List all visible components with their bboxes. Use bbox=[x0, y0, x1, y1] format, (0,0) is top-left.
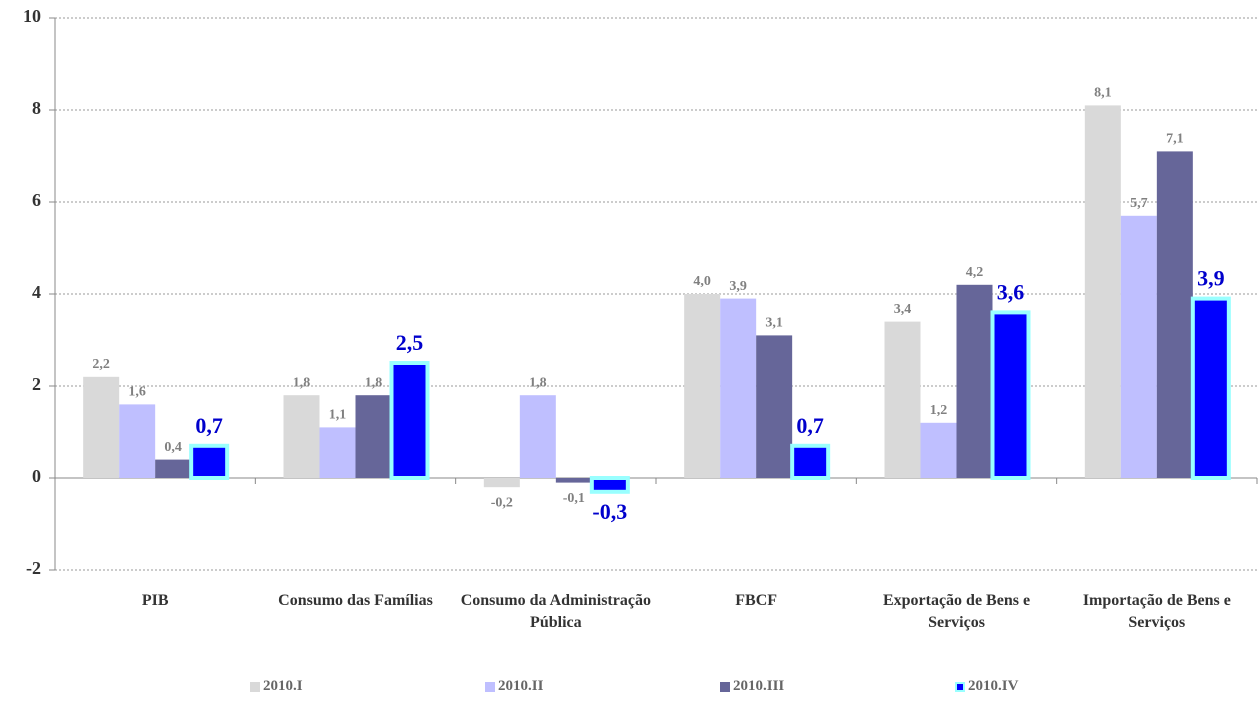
value-label: 8,1 bbox=[1094, 86, 1112, 101]
value-label: 2,2 bbox=[92, 357, 110, 372]
bar bbox=[283, 395, 320, 478]
x-tick-label: Consumo das Famílias bbox=[278, 592, 433, 609]
value-label: 3,9 bbox=[729, 279, 747, 294]
x-tick-label: Exportação de Bens e Serviços bbox=[882, 592, 1031, 631]
bar bbox=[589, 476, 630, 494]
y-tick-label: 10 bbox=[23, 6, 41, 26]
bar bbox=[189, 443, 230, 480]
x-tick-label: PIB bbox=[141, 592, 169, 609]
value-label: 4,2 bbox=[966, 265, 984, 280]
bar bbox=[720, 298, 757, 478]
x-tick-label: FBCF bbox=[735, 592, 778, 609]
value-label: 1,1 bbox=[329, 408, 347, 423]
legend-swatch bbox=[720, 681, 730, 692]
value-label: 1,8 bbox=[365, 375, 383, 390]
x-tick-label: Importação de Bens e Serviços bbox=[1082, 592, 1231, 631]
y-tick-label: 6 bbox=[32, 190, 41, 210]
bar bbox=[920, 422, 957, 478]
y-tick-label: 4 bbox=[32, 282, 41, 302]
bar bbox=[956, 284, 993, 478]
bar bbox=[555, 478, 592, 483]
legend-swatch bbox=[485, 681, 495, 692]
legend-label: 2010.III bbox=[733, 678, 785, 694]
value-label: 0,7 bbox=[796, 413, 824, 438]
value-label: 1,2 bbox=[930, 403, 948, 418]
bar bbox=[483, 478, 520, 488]
bar bbox=[1156, 151, 1193, 478]
legend-label: 2010.II bbox=[498, 678, 544, 694]
value-label: -0,3 bbox=[592, 499, 627, 524]
value-label: 3,4 bbox=[894, 302, 912, 317]
legend-label: 2010.I bbox=[263, 678, 303, 694]
value-label: 5,7 bbox=[1130, 196, 1148, 211]
value-label: -0,2 bbox=[491, 495, 513, 510]
value-label: 2,5 bbox=[396, 330, 424, 355]
bar bbox=[1190, 296, 1231, 480]
value-label: 0,7 bbox=[195, 413, 223, 438]
value-label: -0,1 bbox=[563, 491, 585, 506]
value-label: 1,8 bbox=[293, 375, 311, 390]
bar bbox=[990, 310, 1031, 480]
bar bbox=[1084, 105, 1121, 479]
legend-item: 2010.III bbox=[720, 678, 784, 695]
legend-item: 2010.IV bbox=[955, 678, 1018, 695]
legend-item: 2010.II bbox=[485, 678, 543, 695]
legend-item: 2010.I bbox=[250, 678, 303, 695]
bar bbox=[1120, 215, 1157, 479]
bar bbox=[790, 443, 831, 480]
value-label: 3,1 bbox=[765, 316, 783, 331]
legend-swatch bbox=[955, 681, 965, 692]
value-label: 0,4 bbox=[164, 440, 182, 455]
value-label: 3,6 bbox=[997, 279, 1025, 304]
legend-swatch bbox=[250, 681, 260, 692]
bar bbox=[83, 376, 120, 478]
value-label: 4,0 bbox=[693, 274, 711, 289]
bar bbox=[119, 404, 156, 478]
bar bbox=[155, 459, 192, 478]
bar bbox=[519, 395, 556, 478]
bar bbox=[684, 294, 721, 478]
bar bbox=[355, 395, 392, 478]
x-tick-label: Consumo da Administração Pública bbox=[460, 592, 651, 631]
y-tick-label: 2 bbox=[32, 374, 41, 394]
bar bbox=[884, 321, 921, 478]
legend-label: 2010.IV bbox=[968, 678, 1019, 694]
value-label: 7,1 bbox=[1166, 132, 1184, 147]
y-tick-label: 0 bbox=[32, 466, 41, 486]
y-tick-label: -2 bbox=[26, 558, 41, 578]
value-label: 1,6 bbox=[128, 385, 146, 400]
bar bbox=[319, 427, 356, 478]
value-label: 1,8 bbox=[529, 375, 547, 390]
y-tick-label: 8 bbox=[32, 98, 41, 118]
bar bbox=[756, 335, 793, 478]
value-label: 3,9 bbox=[1197, 266, 1225, 291]
bar bbox=[389, 361, 430, 480]
